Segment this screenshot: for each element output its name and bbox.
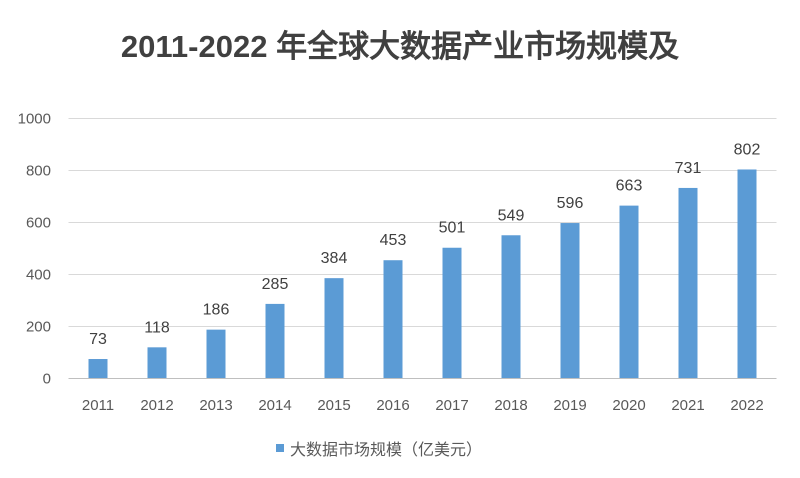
bar-2022 — [737, 169, 757, 378]
data-label: 663 — [616, 178, 643, 195]
data-label: 285 — [262, 276, 289, 293]
x-tick-label: 2015 — [317, 397, 350, 414]
bar-2019 — [560, 223, 580, 378]
data-label: 186 — [203, 302, 230, 319]
bar-2013 — [206, 329, 226, 378]
data-label: 118 — [144, 319, 170, 336]
y-tick-label: 400 — [26, 267, 51, 284]
bar-2020 — [619, 205, 639, 378]
x-tick-label: 2011 — [82, 397, 114, 414]
bar-2012 — [147, 347, 167, 378]
data-label: 731 — [675, 160, 702, 177]
x-tick-label: 2020 — [612, 397, 645, 414]
data-label: 549 — [498, 207, 525, 224]
data-label: 596 — [557, 195, 584, 212]
y-tick-label: 0 — [43, 371, 51, 388]
y-tick-label: 800 — [26, 163, 51, 180]
x-tick-label: 2016 — [376, 397, 409, 414]
data-label: 384 — [321, 250, 348, 267]
data-label: 802 — [734, 141, 761, 158]
data-labels: 73 118 186 285 384 453 501 549 596 663 731 802 — [89, 141, 760, 348]
x-axis-tick-labels: 2011 2012 2013 2014 2015 2016 2017 2018 2019 2020… — [82, 397, 764, 414]
x-tick-label: 2017 — [435, 397, 468, 414]
y-axis-tick-labels: 0 200 400 600 800 1000 — [18, 111, 51, 388]
bar-2021 — [678, 187, 698, 378]
y-tick-label: 1000 — [18, 111, 51, 128]
bar-2014 — [265, 303, 285, 378]
x-tick-label: 2019 — [553, 397, 586, 414]
bar-2018 — [501, 235, 521, 378]
y-tick-label: 600 — [26, 215, 51, 232]
bar-2016 — [383, 260, 403, 378]
bar-2017 — [442, 247, 462, 378]
legend: 大数据市场规模（亿美元） — [276, 441, 482, 459]
bar-2015 — [324, 278, 344, 378]
data-label: 453 — [380, 232, 407, 249]
x-tick-label: 2013 — [199, 397, 232, 414]
x-tick-label: 2022 — [730, 397, 763, 414]
bar-2011 — [88, 359, 108, 378]
legend-label: 大数据市场规模（亿美元） — [290, 441, 482, 459]
x-tick-label: 2021 — [671, 397, 704, 414]
data-label: 73 — [89, 331, 107, 348]
chart-title: 2011-2022 年全球大数据产业市场规模及 — [121, 29, 679, 64]
bars — [88, 169, 757, 378]
x-tick-label: 2014 — [258, 397, 291, 414]
x-tick-label: 2018 — [494, 397, 527, 414]
legend-swatch — [276, 444, 284, 452]
gridlines — [68, 118, 777, 379]
y-tick-label: 200 — [26, 319, 51, 336]
data-label: 501 — [439, 220, 466, 237]
x-tick-label: 2012 — [140, 397, 173, 414]
